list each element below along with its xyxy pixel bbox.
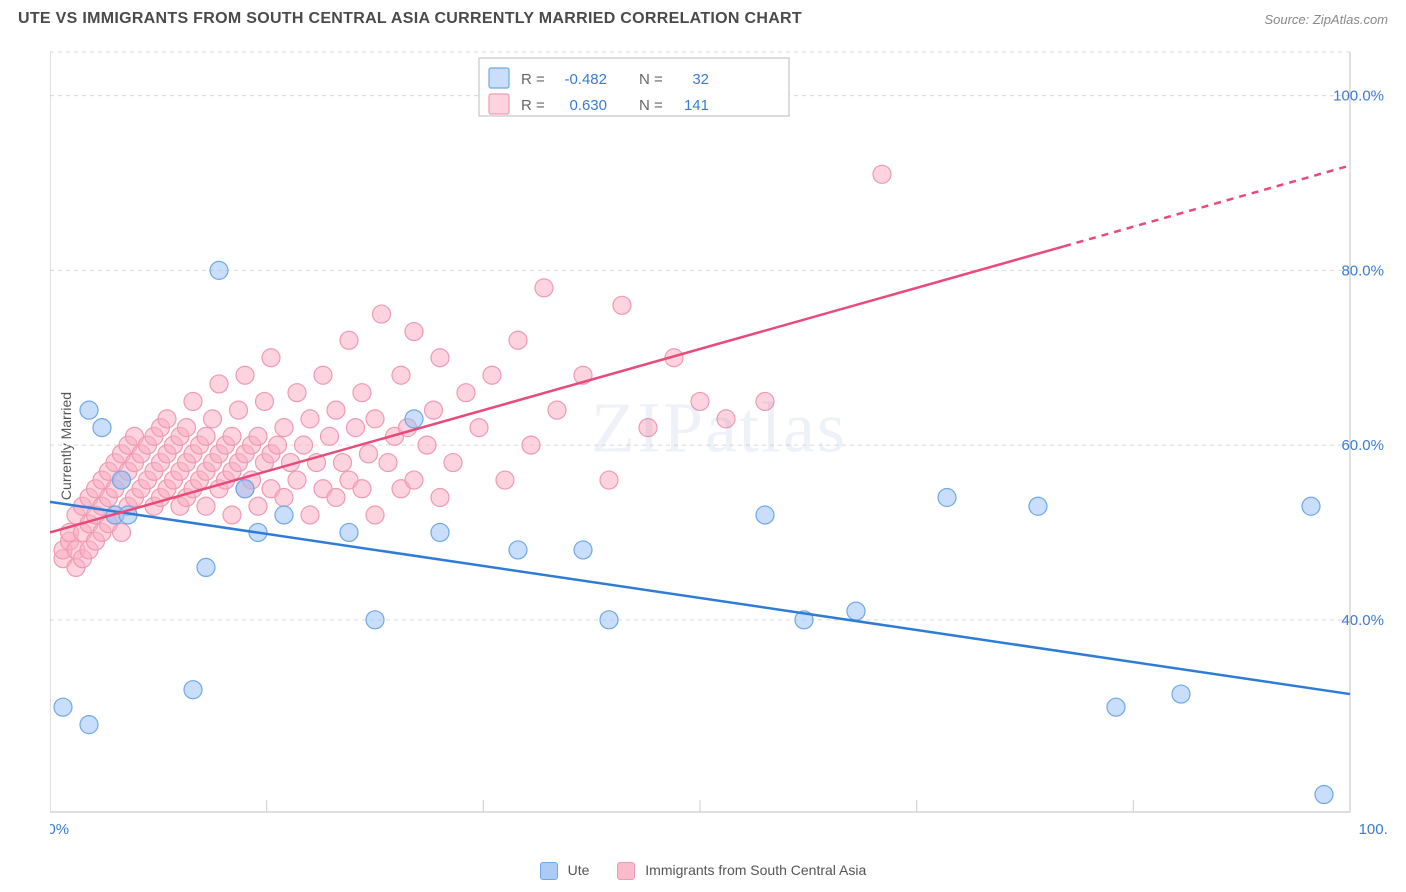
svg-text:0.630: 0.630 (569, 97, 607, 114)
svg-text:40.0%: 40.0% (1341, 612, 1384, 629)
svg-text:141: 141 (684, 97, 709, 114)
svg-text:0.0%: 0.0% (50, 821, 69, 837)
legend-swatch-immigrants (617, 862, 635, 880)
svg-text:100.0%: 100.0% (1359, 821, 1388, 837)
legend-item-ute: Ute (540, 862, 590, 880)
svg-text:32: 32 (692, 71, 709, 88)
legend-item-immigrants: Immigrants from South Central Asia (617, 862, 866, 880)
legend-swatch-ute (540, 862, 558, 880)
svg-text:100.0%: 100.0% (1333, 88, 1384, 105)
legend-label-ute: Ute (568, 862, 590, 878)
svg-text:-0.482: -0.482 (564, 71, 607, 88)
chart-header: UTE VS IMMIGRANTS FROM SOUTH CENTRAL ASI… (0, 0, 1406, 34)
legend-label-immigrants: Immigrants from South Central Asia (645, 862, 866, 878)
svg-text:80.0%: 80.0% (1341, 262, 1384, 279)
svg-text:N =: N = (639, 97, 663, 114)
svg-text:R =: R = (521, 71, 545, 88)
svg-text:N =: N = (639, 71, 663, 88)
svg-text:60.0%: 60.0% (1341, 437, 1384, 454)
svg-text:R =: R = (521, 97, 545, 114)
chart-title: UTE VS IMMIGRANTS FROM SOUTH CENTRAL ASI… (18, 10, 802, 28)
scatter-chart: 40.0% 60.0% 80.0% 100.0% 0.0% 100.0% R = -0.482… (50, 50, 1388, 837)
chart-source: Source: ZipAtlas.com (1264, 12, 1388, 27)
bottom-legend: Ute Immigrants from South Central Asia (0, 862, 1406, 880)
chart-area: ZIPatlas 40.0%60.0%80.0%100.0%0.0%100.0%… (50, 50, 1388, 837)
